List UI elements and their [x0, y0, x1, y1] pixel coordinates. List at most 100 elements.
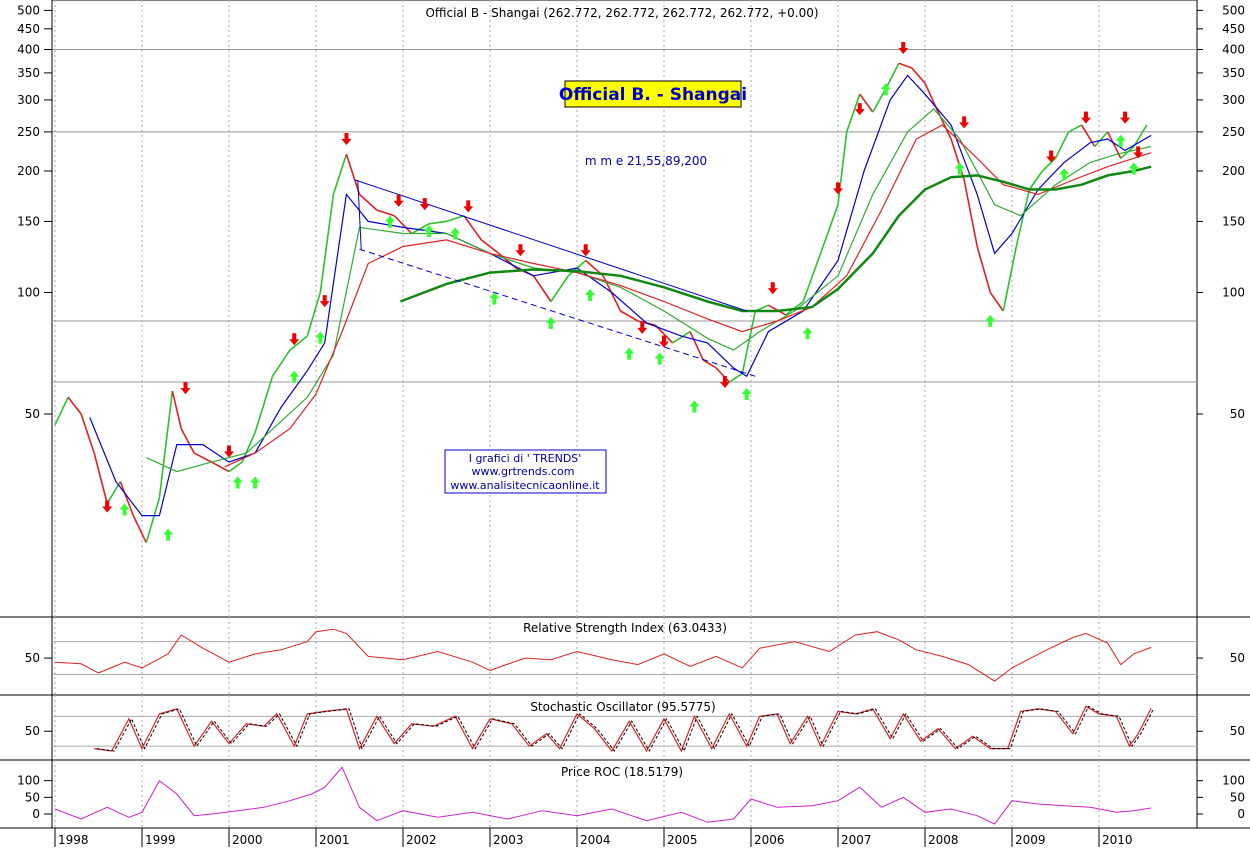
price-segment-14: [228, 461, 243, 473]
y-tick-right-0-350: 350: [1222, 66, 1245, 80]
sell-signal-arrow-1: [180, 382, 191, 395]
y-tick-left-0-500: 500: [17, 3, 40, 17]
price-segment-40: [654, 324, 674, 344]
sell-signal-arrow-8: [463, 200, 474, 213]
year-label-2001: 2001: [319, 833, 350, 847]
price-segment-30: [480, 239, 500, 255]
y-tick-left-3-50: 50: [25, 790, 40, 804]
price-segment-20: [319, 194, 335, 293]
price-segment-72: [1094, 131, 1109, 148]
price-segment-11: [180, 428, 195, 454]
y-tick-right-2-50: 50: [1230, 724, 1245, 738]
price-segment-66: [1015, 189, 1031, 247]
y-tick-left-0-150: 150: [17, 214, 40, 228]
price-segment-10: [171, 390, 182, 429]
sell-signal-arrow-22: [1133, 146, 1144, 159]
price-segment-12: [193, 452, 212, 463]
price-segment-71: [1080, 124, 1096, 147]
y-tick-left-1-50: 50: [25, 651, 40, 665]
buy-signal-arrow-5: [315, 331, 326, 344]
sell-signal-arrow-14: [767, 282, 778, 295]
credits-box: [444, 449, 607, 494]
stochastic-d-line: [96, 705, 1155, 753]
stochastic-title: Stochastic Oscillator (95.5775): [530, 700, 715, 714]
sell-signal-arrow-16: [854, 103, 865, 116]
y-tick-right-0-50: 50: [1230, 407, 1245, 421]
price-segment-7: [132, 515, 148, 544]
buy-signal-arrow-15: [741, 387, 752, 400]
sell-signal-arrow-3: [289, 333, 300, 346]
y-tick-left-2-50: 50: [25, 724, 40, 738]
sell-signal-arrow-4: [319, 295, 330, 308]
price-segment-41: [672, 330, 691, 344]
roc-line: [54, 766, 1152, 825]
price-segment-57: [898, 62, 913, 69]
credits-line-1: I grafici di ' TRENDS': [469, 452, 582, 465]
price-segment-62: [963, 179, 978, 247]
year-label-2004: 2004: [580, 833, 611, 847]
moving-average-label: m m e 21,55,89,200: [585, 154, 707, 168]
moving-average-ema89: [224, 124, 1152, 468]
sell-signal-arrow-19: [1046, 150, 1057, 163]
price-segment-34: [550, 275, 569, 302]
price-segment-52: [837, 131, 848, 205]
price-segment-46: [741, 310, 757, 374]
buy-signal-arrow-7: [424, 224, 435, 237]
buy-signal-arrow-10: [545, 316, 556, 329]
price-segment-53: [845, 93, 861, 133]
axes-layer: 1998 1999 2000 2001 2002 2003 2004 2005 2006 2007…: [17, 3, 1245, 847]
price-segment-6: [119, 481, 135, 516]
price-segment-61: [950, 138, 965, 181]
sell-signal-arrow-18: [959, 116, 970, 129]
price-segment-43: [702, 359, 717, 369]
buy-signal-arrow-19: [985, 314, 996, 327]
y-tick-left-0-400: 400: [17, 43, 40, 57]
y-tick-right-3-0: 0: [1237, 807, 1245, 821]
price-segment-63: [976, 246, 992, 293]
y-tick-right-0-100: 100: [1222, 286, 1245, 300]
credits-line-2: www.grtrends.com: [471, 465, 574, 478]
y-tick-left-0-350: 350: [17, 66, 40, 80]
y-tick-left-0-200: 200: [17, 164, 40, 178]
y-tick-right-0-300: 300: [1222, 93, 1245, 107]
buy-signal-arrow-3: [250, 476, 261, 489]
price-segment-55: [872, 88, 887, 113]
buy-signal-arrow-0: [119, 503, 130, 516]
buy-signal-arrow-8: [450, 227, 461, 240]
y-tick-right-3-50: 50: [1230, 790, 1245, 804]
signals-layer: [102, 41, 1144, 541]
instrument-banner-box: [564, 80, 742, 108]
y-tick-left-3-100: 100: [17, 774, 40, 788]
y-tick-left-0-300: 300: [17, 93, 40, 107]
price-segment-29: [463, 215, 482, 241]
y-tick-right-0-250: 250: [1222, 125, 1245, 139]
sell-signal-arrow-21: [1120, 111, 1131, 124]
price-segment-16: [254, 376, 274, 433]
buy-signal-arrow-1: [163, 528, 174, 541]
series-layer: [54, 62, 1155, 825]
price-segment-17: [271, 349, 291, 377]
sell-signal-arrow-17: [898, 41, 909, 54]
price-segment-56: [885, 62, 900, 89]
price-segment-25: [393, 215, 413, 235]
price-segment-64: [989, 292, 1004, 312]
moving-average-ema200: [399, 165, 1152, 313]
price-segment-65: [1002, 246, 1018, 312]
sell-signal-arrow-10: [580, 244, 591, 257]
sell-signal-arrow-15: [833, 182, 843, 195]
buy-signal-arrow-20: [1059, 168, 1070, 181]
buy-signal-arrow-21: [1115, 134, 1126, 147]
price-segment-42: [689, 331, 704, 361]
year-label-2007: 2007: [841, 833, 872, 847]
price-segment-26: [411, 223, 430, 235]
trendline-solid: [354, 179, 747, 312]
buy-signal-arrow-18: [954, 162, 965, 175]
buy-signal-arrow-17: [880, 83, 891, 96]
y-tick-right-0-150: 150: [1222, 214, 1245, 228]
year-label-2003: 2003: [493, 833, 524, 847]
price-segment-68: [1041, 157, 1057, 172]
price-segment-54: [859, 93, 874, 113]
moving-average-ema55: [146, 108, 1152, 473]
